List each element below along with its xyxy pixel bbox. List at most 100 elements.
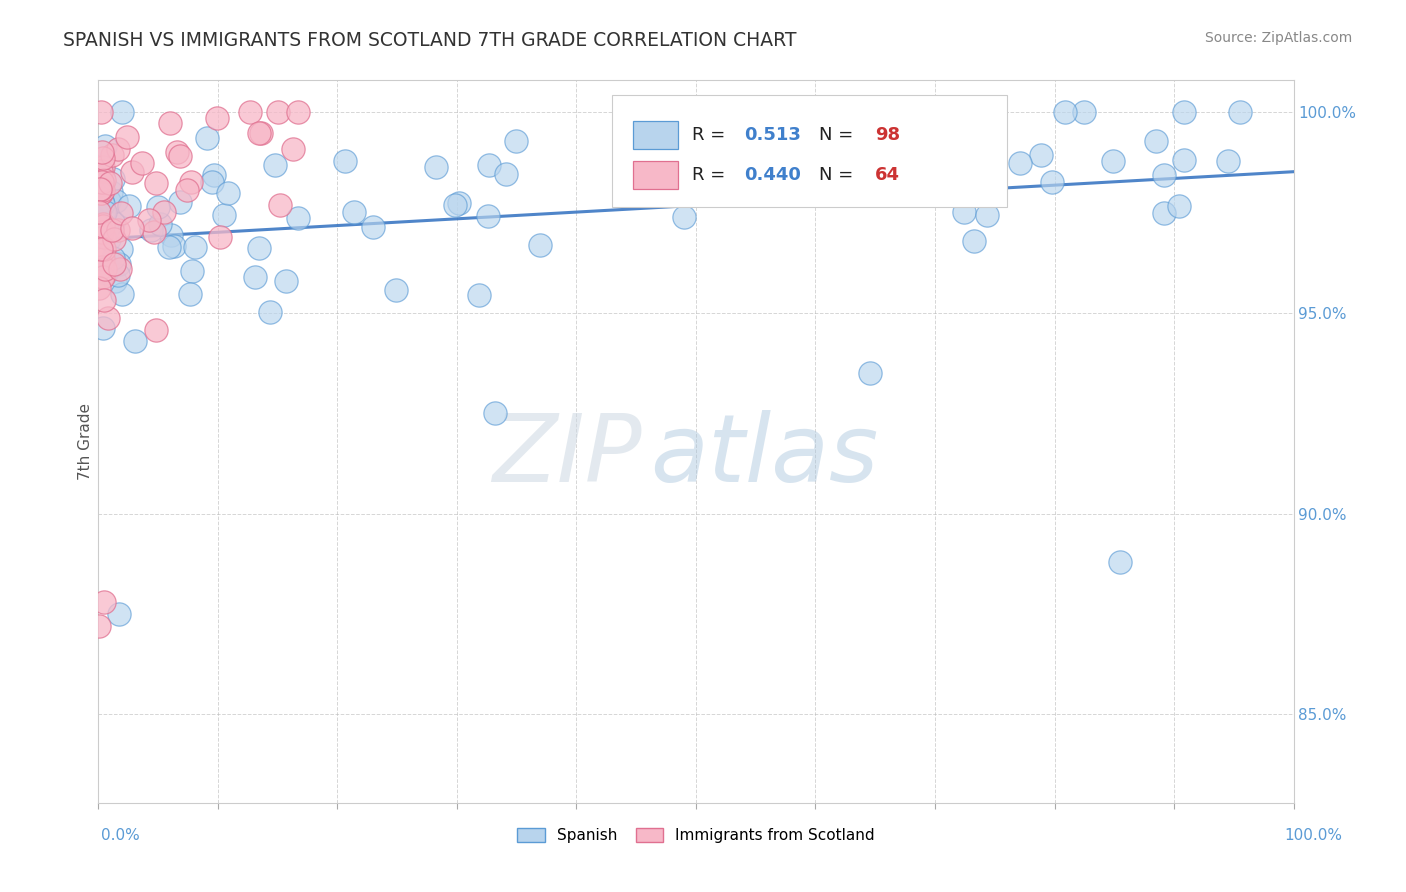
Point xyxy=(1153,206,1175,220)
Point xyxy=(107,142,129,156)
Point xyxy=(101,171,124,186)
Point xyxy=(1031,148,1053,162)
Point xyxy=(179,287,201,301)
Point xyxy=(93,230,115,244)
Point xyxy=(104,274,127,288)
Text: 0.0%: 0.0% xyxy=(101,828,141,843)
Point xyxy=(157,240,180,254)
Point xyxy=(1040,175,1063,189)
Point xyxy=(93,242,115,256)
Point xyxy=(110,205,132,219)
Point xyxy=(953,205,976,219)
Point xyxy=(96,222,118,236)
Point xyxy=(143,225,166,239)
Text: Source: ZipAtlas.com: Source: ZipAtlas.com xyxy=(1205,31,1353,45)
Point xyxy=(121,165,143,179)
Point xyxy=(1216,153,1239,168)
Point xyxy=(90,219,112,234)
Point xyxy=(91,160,114,174)
Point xyxy=(121,221,143,235)
Point xyxy=(169,149,191,163)
Point xyxy=(89,196,111,211)
Point xyxy=(124,334,146,349)
Point xyxy=(93,151,115,165)
Point xyxy=(104,194,127,208)
Point xyxy=(1229,105,1251,120)
Point xyxy=(672,210,695,224)
Point xyxy=(107,268,129,282)
Point xyxy=(97,311,120,326)
FancyBboxPatch shape xyxy=(613,95,1007,207)
Point xyxy=(859,367,882,381)
Point xyxy=(91,194,114,208)
Point xyxy=(87,619,110,633)
Text: R =: R = xyxy=(692,126,731,145)
Point xyxy=(1109,555,1132,569)
Point xyxy=(89,181,111,195)
Point xyxy=(862,145,884,159)
Point xyxy=(107,257,129,271)
Point xyxy=(90,176,112,190)
Point xyxy=(101,215,124,229)
Text: 100.0%: 100.0% xyxy=(1285,828,1343,843)
Point xyxy=(89,219,111,233)
Point xyxy=(91,198,114,212)
Point xyxy=(1168,199,1191,213)
Point xyxy=(94,266,117,280)
Point xyxy=(96,264,118,278)
Point xyxy=(91,321,114,335)
Point xyxy=(91,270,114,285)
Point xyxy=(263,158,285,172)
Point xyxy=(274,274,297,288)
Text: SPANISH VS IMMIGRANTS FROM SCOTLAND 7TH GRADE CORRELATION CHART: SPANISH VS IMMIGRANTS FROM SCOTLAND 7TH … xyxy=(63,31,797,50)
Point xyxy=(214,208,236,222)
Point xyxy=(245,269,267,284)
Point xyxy=(93,293,115,307)
Point xyxy=(90,225,112,239)
Point xyxy=(103,257,125,271)
Point xyxy=(529,238,551,252)
Point xyxy=(247,126,270,140)
Point xyxy=(87,219,110,234)
Point xyxy=(118,199,141,213)
Point xyxy=(201,175,224,189)
Point xyxy=(131,156,153,170)
Point xyxy=(87,205,110,219)
Point xyxy=(163,239,186,253)
Point xyxy=(287,211,309,225)
Point xyxy=(145,176,167,190)
Point xyxy=(100,186,122,200)
FancyBboxPatch shape xyxy=(633,121,678,149)
Point xyxy=(960,123,983,137)
Point xyxy=(91,145,114,160)
FancyBboxPatch shape xyxy=(633,161,678,189)
Point xyxy=(343,205,366,219)
Point xyxy=(93,595,115,609)
Text: 0.440: 0.440 xyxy=(744,166,800,184)
Point xyxy=(98,177,121,191)
Point xyxy=(205,111,228,125)
Point xyxy=(259,304,281,318)
Point xyxy=(444,198,467,212)
Point xyxy=(146,200,169,214)
Point xyxy=(90,182,112,196)
Point xyxy=(90,243,112,257)
Point xyxy=(93,252,115,266)
Legend: Spanish, Immigrants from Scotland: Spanish, Immigrants from Scotland xyxy=(510,822,882,849)
Point xyxy=(769,105,792,120)
Point xyxy=(217,186,239,200)
Point xyxy=(100,223,122,237)
Point xyxy=(1146,134,1168,148)
Point xyxy=(91,196,114,211)
Point xyxy=(1173,105,1195,120)
Point xyxy=(505,134,527,148)
Point xyxy=(250,126,273,140)
Point xyxy=(94,204,117,219)
Point xyxy=(91,270,114,285)
Point xyxy=(281,142,304,156)
Text: 64: 64 xyxy=(876,166,900,184)
Point xyxy=(110,242,132,256)
Point xyxy=(478,158,501,172)
Point xyxy=(166,145,188,160)
Point xyxy=(963,234,986,248)
